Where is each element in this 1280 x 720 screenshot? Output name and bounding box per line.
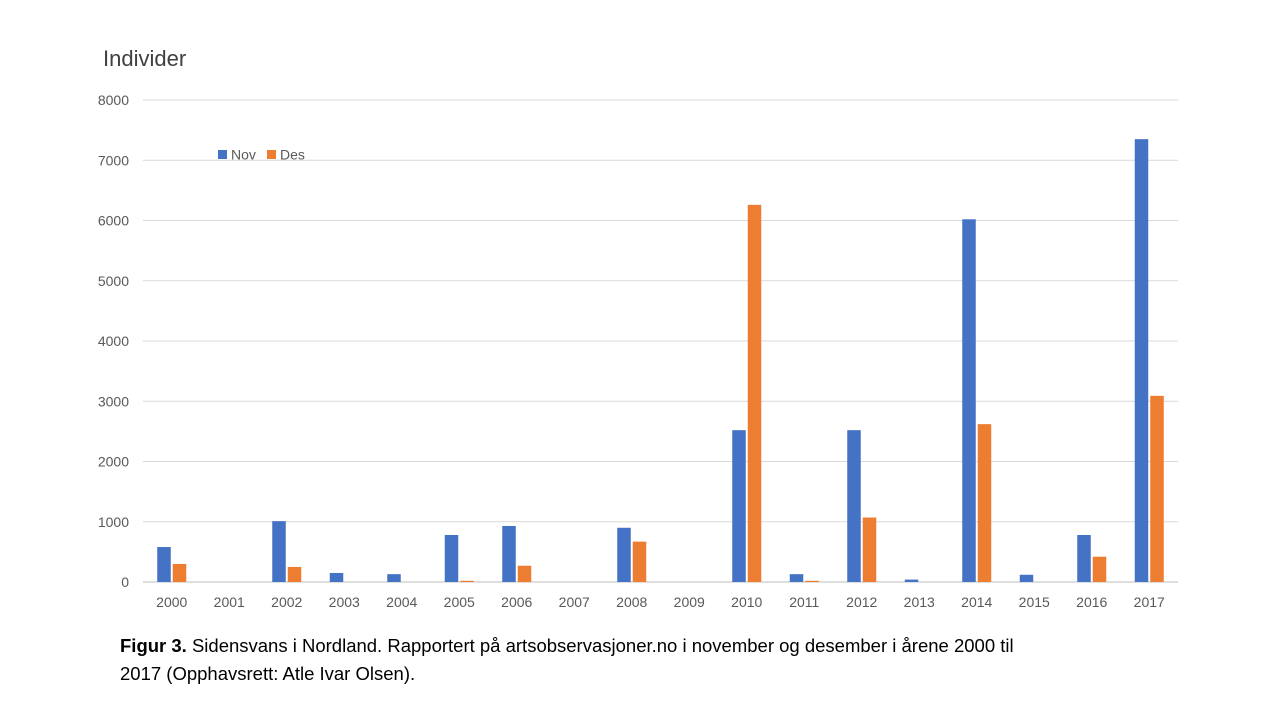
caption-label: Figur 3. (120, 635, 187, 656)
bar-nov (157, 547, 171, 582)
figure-caption: Figur 3. Sidensvans i Nordland. Rapporte… (120, 632, 1040, 688)
y-tick-label: 4000 (98, 333, 129, 349)
bar-des (805, 580, 819, 582)
bar-des (1092, 556, 1107, 582)
bar-des (172, 563, 187, 582)
bar-nov (329, 572, 344, 582)
bar-nov (387, 574, 401, 582)
bar-des (862, 517, 877, 582)
x-tick-label: 2003 (329, 594, 360, 610)
bar-nov (1134, 139, 1149, 582)
x-tick-label: 2001 (214, 594, 245, 610)
x-tick-label: 2000 (156, 594, 187, 610)
bar-nov (904, 579, 919, 582)
y-tick-label: 7000 (98, 152, 129, 168)
legend-swatch (267, 150, 276, 159)
bar-des (517, 565, 532, 582)
bar-nov (732, 430, 746, 582)
x-tick-label: 2015 (1019, 594, 1050, 610)
x-tick-label: 2010 (731, 594, 762, 610)
x-tick-label: 2005 (444, 594, 475, 610)
caption-text: Sidensvans i Nordland. Rapportert på art… (120, 635, 1014, 684)
x-tick-label: 2011 (789, 594, 819, 610)
x-tick-label: 2006 (501, 594, 532, 610)
bar-nov (1019, 574, 1034, 582)
y-tick-label: 3000 (98, 393, 129, 409)
y-tick-label: 1000 (98, 514, 129, 530)
bar-nov (962, 219, 976, 583)
bar-nov (847, 430, 861, 582)
bar-des (632, 541, 647, 582)
legend-label: Des (280, 147, 305, 163)
x-tick-label: 2007 (559, 594, 590, 610)
bar-nov (1077, 535, 1091, 582)
bar-nov (444, 535, 459, 582)
x-tick-label: 2008 (616, 594, 647, 610)
x-tick-label: 2016 (1076, 594, 1107, 610)
y-tick-label: 5000 (98, 273, 129, 289)
x-tick-label: 2017 (1134, 594, 1165, 610)
legend-label: Nov (231, 147, 256, 163)
bar-nov (502, 525, 516, 582)
bar-nov (272, 521, 286, 582)
bar-des (1150, 395, 1164, 582)
x-tick-label: 2014 (961, 594, 992, 610)
x-tick-label: 2004 (386, 594, 417, 610)
x-tick-label: 2009 (674, 594, 705, 610)
bar-nov (789, 574, 804, 582)
bar-des (287, 566, 302, 582)
x-tick-label: 2002 (271, 594, 302, 610)
bar-des (460, 580, 474, 582)
legend-swatch (218, 150, 227, 159)
y-tick-label: 2000 (98, 454, 129, 470)
y-tick-label: 6000 (98, 213, 129, 229)
x-tick-label: 2012 (846, 594, 877, 610)
bar-chart: 0 1000 2000 3000 4000 5000 6000 7000 8000 2000 200… (98, 92, 1178, 610)
y-tick-label: 8000 (98, 92, 129, 108)
bar-nov (617, 527, 631, 582)
x-tick-label: 2013 (904, 594, 935, 610)
bar-des (747, 204, 762, 582)
y-axis-label: Individer (103, 46, 187, 71)
y-tick-label: 0 (121, 574, 129, 590)
bar-des (977, 424, 992, 582)
